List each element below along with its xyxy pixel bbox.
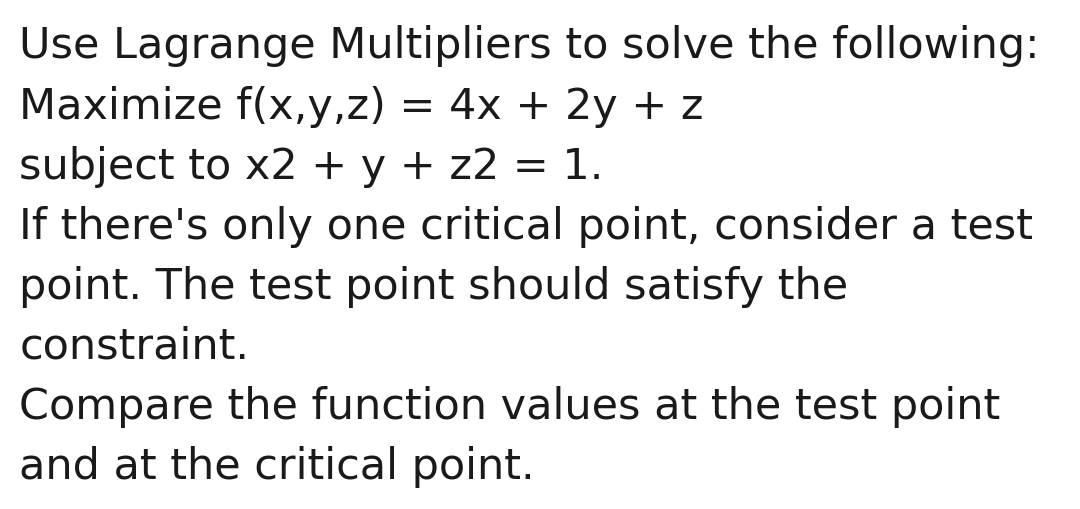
Text: Maximize f(x,y,z) = 4x + 2y + z: Maximize f(x,y,z) = 4x + 2y + z xyxy=(19,86,704,128)
Text: and at the critical point.: and at the critical point. xyxy=(19,446,535,488)
Text: If there's only one critical point, consider a test: If there's only one critical point, cons… xyxy=(19,206,1034,248)
Text: Use Lagrange Multipliers to solve the following:: Use Lagrange Multipliers to solve the fo… xyxy=(19,25,1040,68)
Text: subject to x2 + y + z2 = 1.: subject to x2 + y + z2 = 1. xyxy=(19,146,604,188)
Text: point. The test point should satisfy the: point. The test point should satisfy the xyxy=(19,266,849,308)
Text: constraint.: constraint. xyxy=(19,326,249,368)
Text: Compare the function values at the test point: Compare the function values at the test … xyxy=(19,386,1001,428)
